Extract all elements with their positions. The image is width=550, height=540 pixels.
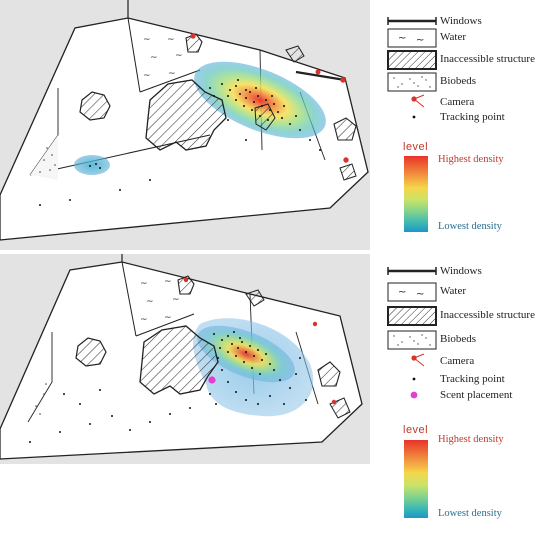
svg-text:~: ~ <box>164 313 172 323</box>
legend-label: Windows <box>440 265 482 277</box>
inaccessible-structure-small <box>285 45 305 63</box>
hatched-structure-icon <box>387 50 437 70</box>
tracking-point-icon <box>412 377 416 381</box>
biobed-area <box>30 135 58 180</box>
legend-label: Inaccessible structure <box>440 53 535 65</box>
inaccessible-structure <box>139 325 219 395</box>
inaccessible-structure-small <box>75 337 107 367</box>
scent-placement-icon <box>410 391 418 399</box>
svg-text:~: ~ <box>164 277 172 287</box>
tracking-points <box>39 79 321 206</box>
window-line-icon <box>387 267 437 275</box>
legend-label: Scent placement <box>440 389 513 401</box>
windows <box>295 70 346 82</box>
legend-top: Windows ~ ~ Water Inaccessible structure <box>370 0 550 250</box>
density-color-bar <box>404 440 428 518</box>
legend-label: Water <box>440 285 466 297</box>
legend-item-windows: Windows <box>370 12 550 34</box>
tracking-point-icon <box>412 115 416 119</box>
density-heatmap <box>194 61 326 139</box>
inaccessible-structure-small <box>339 163 357 181</box>
hatched-structure-icon <box>387 306 437 326</box>
highest-density-label: Highest density <box>438 154 504 165</box>
inaccessible-structure-small <box>333 117 357 141</box>
camera-markers <box>190 33 349 163</box>
svg-text:~: ~ <box>143 35 151 45</box>
legend-item-biobeds: Biobeds <box>370 330 550 352</box>
density-heatmap-small <box>74 155 110 175</box>
legend-item-tracking: Tracking point <box>370 370 550 392</box>
legend-label: Tracking point <box>440 373 505 385</box>
map-panel-top: ~ ~ ~ ~ ~ ~ <box>0 0 550 250</box>
wall-line <box>127 17 141 93</box>
water-marks: ~ ~ ~ ~ ~ ~ <box>143 35 183 81</box>
floor-plan-map-top: ~ ~ ~ ~ ~ ~ <box>0 0 370 250</box>
legend-item-water: ~ ~ Water <box>370 282 550 304</box>
legend-label: Inaccessible structure <box>440 309 535 321</box>
legend-label: Camera <box>440 355 475 367</box>
map-panel-bottom: ~ ~ ~ ~ ~ ~ <box>0 254 550 540</box>
svg-text:~: ~ <box>175 51 183 61</box>
legend-item-biobeds: Biobeds <box>370 72 550 94</box>
water-icon: ~ ~ <box>387 282 437 302</box>
camera-markers <box>183 277 337 405</box>
legend-label: Water <box>440 31 466 43</box>
lowest-density-label: Lowest density <box>438 508 502 519</box>
highest-density-label: Highest density <box>438 434 504 445</box>
biobed-area <box>35 383 47 415</box>
water-marks: ~ ~ ~ ~ ~ ~ <box>140 277 180 325</box>
inaccessible-structure-small <box>79 91 111 121</box>
level-title: level <box>403 141 429 153</box>
legend-item-camera: Camera <box>370 352 550 374</box>
legend-item-tracking: Tracking point <box>370 108 550 130</box>
legend-item-water: ~ ~ Water <box>370 28 550 50</box>
legend-item-camera: Camera <box>370 93 550 115</box>
level-title: level <box>403 424 429 436</box>
biobed-icon <box>387 330 437 350</box>
svg-text:~: ~ <box>172 295 180 305</box>
legend-bottom: Windows ~ ~ Water Inaccessible structure <box>370 254 550 540</box>
floor-plan-map-bottom: ~ ~ ~ ~ ~ ~ <box>0 254 370 464</box>
legend-label: Camera <box>440 96 475 108</box>
water-icon: ~ ~ <box>387 28 437 48</box>
legend-item-scent: Scent placement <box>370 386 550 408</box>
window-line-icon <box>387 17 437 25</box>
inaccessible-structure-small <box>177 275 195 295</box>
svg-text:~: ~ <box>143 71 151 81</box>
svg-text:~: ~ <box>398 287 406 298</box>
inaccessible-structure <box>145 79 227 151</box>
camera-icon <box>411 353 425 367</box>
legend-item-inaccessible: Inaccessible structure <box>370 306 550 328</box>
svg-text:~: ~ <box>150 53 158 63</box>
legend-label: Biobeds <box>440 333 477 345</box>
svg-text:~: ~ <box>416 35 424 46</box>
tracking-points <box>29 331 307 443</box>
svg-text:~: ~ <box>398 33 406 44</box>
scent-placement-marker <box>208 376 216 384</box>
svg-text:~: ~ <box>416 289 424 300</box>
legend-label: Tracking point <box>440 111 505 123</box>
svg-text:~: ~ <box>140 315 148 325</box>
inaccessible-structure-small <box>317 361 341 387</box>
legend-item-inaccessible: Inaccessible structure <box>370 50 550 72</box>
svg-text:~: ~ <box>140 279 148 289</box>
lowest-density-label: Lowest density <box>438 221 502 232</box>
biobed-icon <box>387 72 437 92</box>
camera-icon <box>411 94 425 108</box>
legend-item-windows: Windows <box>370 262 550 284</box>
svg-text:~: ~ <box>167 35 175 45</box>
inaccessible-structure-small <box>245 289 265 307</box>
density-color-bar <box>404 156 428 232</box>
svg-text:~: ~ <box>168 69 176 79</box>
svg-text:~: ~ <box>146 297 154 307</box>
legend-label: Windows <box>440 15 482 27</box>
legend-label: Biobeds <box>440 75 477 87</box>
